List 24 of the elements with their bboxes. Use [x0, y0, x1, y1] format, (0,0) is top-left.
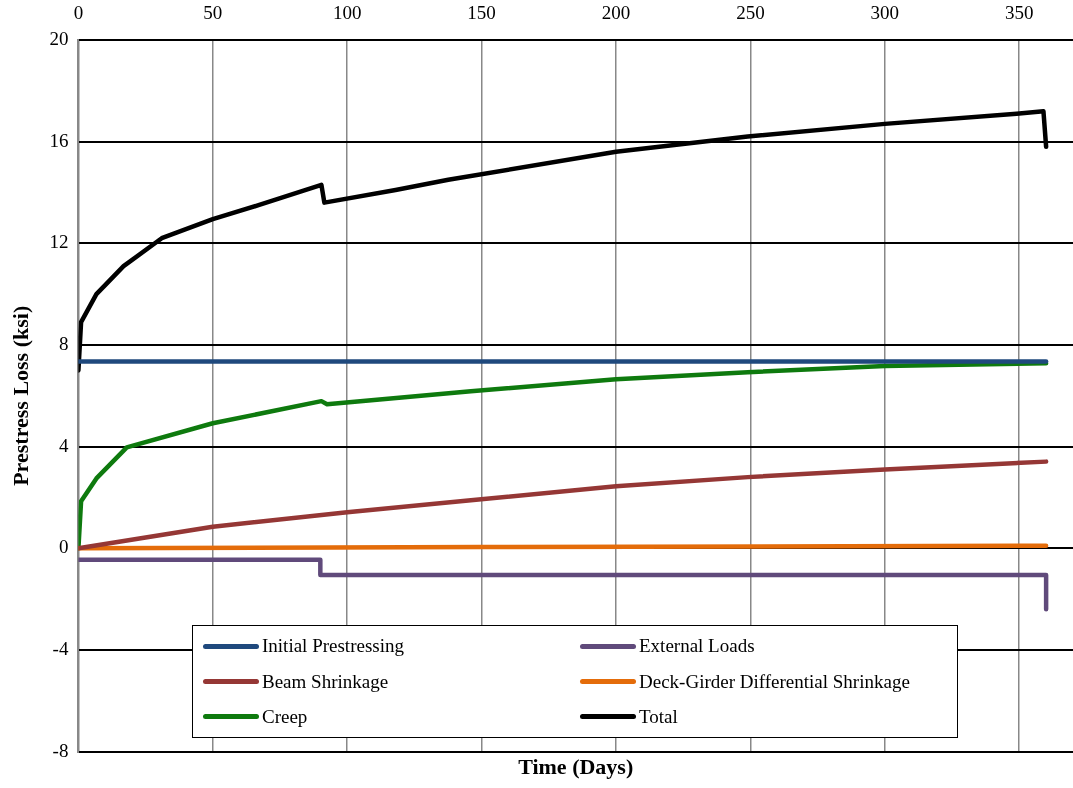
- y-tick-label: 16: [49, 129, 69, 151]
- x-tick-label: 250: [736, 1, 765, 23]
- x-tick-label: 200: [601, 1, 631, 23]
- x-tick-label: 150: [467, 1, 496, 23]
- legend-label: Initial Prestressing: [262, 635, 404, 658]
- y-tick-label: 20: [49, 27, 69, 49]
- legend-label: External Loads: [639, 635, 755, 658]
- y-tick-label: 0: [58, 536, 69, 558]
- y-tick-label: -4: [52, 637, 69, 659]
- x-axis-title: Time (Days): [518, 754, 634, 780]
- y-tick-label: 4: [58, 434, 69, 456]
- y-tick-label: 8: [58, 332, 69, 354]
- y-tick-label: -8: [52, 739, 69, 761]
- x-tick-label: 100: [332, 1, 362, 23]
- x-tick-label: 350: [1004, 1, 1034, 23]
- x-tick-label: 50: [203, 1, 223, 23]
- x-tick-label: 0: [73, 1, 84, 23]
- legend-label: Deck-Girder Differential Shrinkage: [639, 670, 910, 693]
- legend-label: Creep: [262, 705, 308, 728]
- x-tick-label: 300: [870, 1, 900, 23]
- y-tick-label: 12: [49, 231, 69, 253]
- legend-label: Total: [639, 705, 678, 728]
- legend-label: Beam Shrinkage: [262, 670, 389, 693]
- y-axis-title: Prestress Loss (ksi): [7, 305, 33, 486]
